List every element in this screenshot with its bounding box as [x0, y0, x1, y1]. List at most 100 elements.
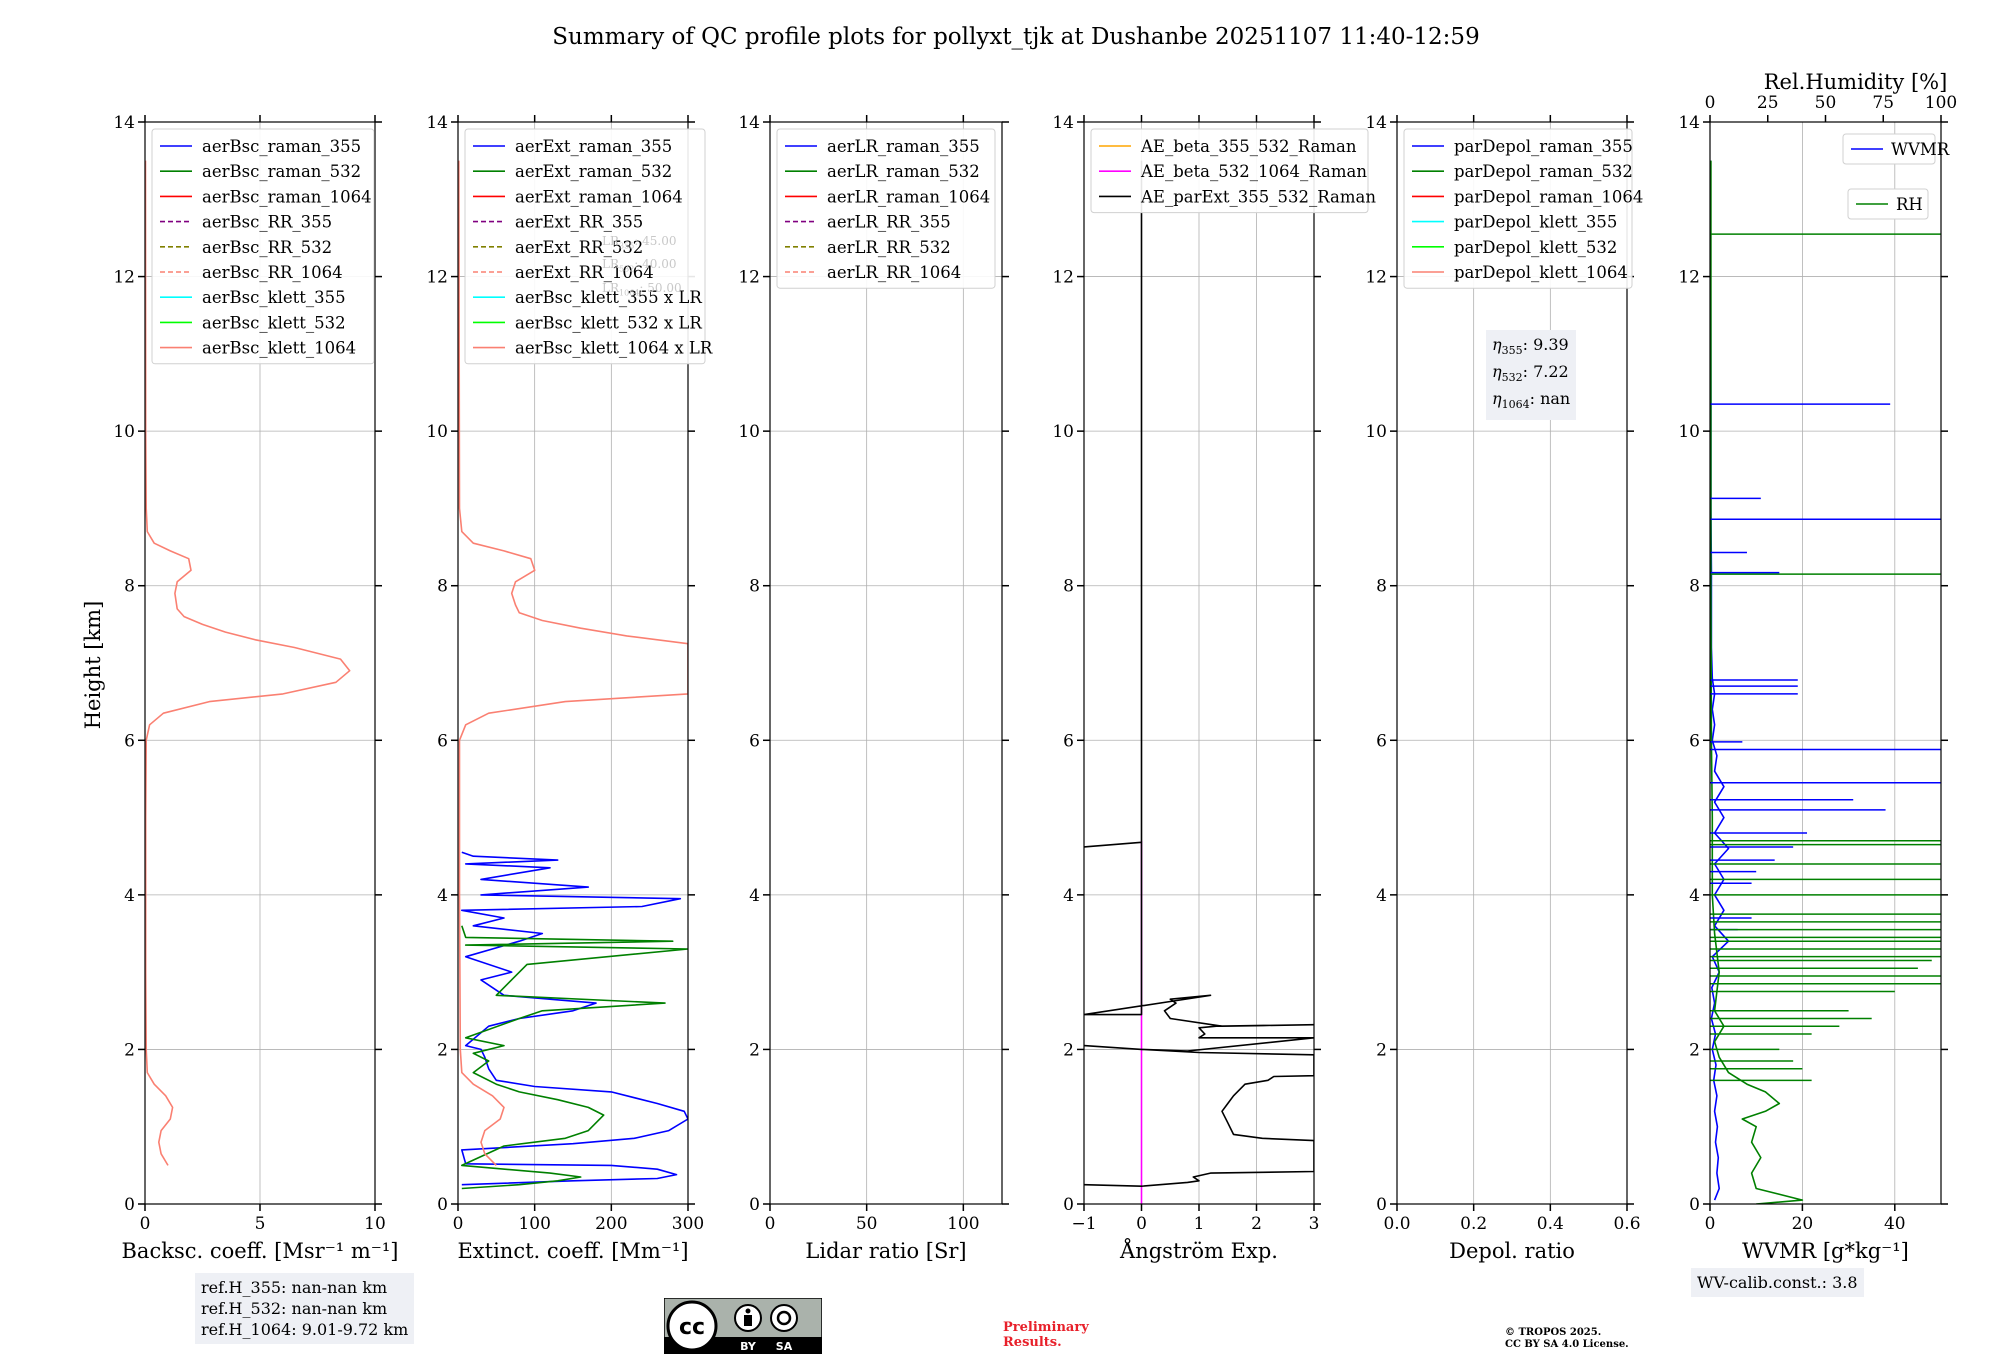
x-tick-label: 50 [856, 1214, 878, 1234]
legend-label: aerBsc_RR_355 [202, 213, 332, 232]
y-tick-label: 6 [437, 731, 448, 751]
y-tick-label: 12 [1052, 268, 1074, 288]
legend-label: aerExt_raman_1064 [515, 187, 683, 206]
y-tick-label: 14 [1678, 113, 1700, 133]
x-tick-label: 0.4 [1537, 1214, 1564, 1234]
y-tick-label: 2 [437, 1040, 448, 1060]
cc-icon [666, 1300, 718, 1352]
legend-item: aerBsc_RR_355 [160, 213, 332, 232]
y-tick-label: 6 [1063, 731, 1074, 751]
y-tick-label: 4 [124, 886, 135, 906]
y-tick-label: 12 [738, 268, 760, 288]
series-aerExt_raman_532 [460, 925, 688, 1190]
legend-label: AE_beta_532_1064_Raman [1140, 162, 1367, 181]
legend-label: aerExt_raman_355 [515, 137, 672, 156]
x-tick-label: 20 [1792, 1214, 1814, 1234]
x-tick-label: 200 [595, 1214, 627, 1234]
x-tick-label: 2 [1251, 1214, 1262, 1234]
y-tick-label: 10 [113, 422, 135, 442]
legend-item: aerLR_RR_1064 [785, 263, 961, 282]
legend-item: aerLR_raman_1064 [785, 187, 990, 206]
legend-label: WVMR [1891, 140, 1950, 159]
x-tick-label: 0 [140, 1214, 151, 1234]
preliminary-note: Preliminary Results. [1003, 1320, 1089, 1350]
legend-label: aerBsc_klett_355 [202, 288, 346, 307]
legend-label: aerExt_RR_532 [515, 238, 643, 257]
legend-label: aerBsc_RR_1064 [202, 263, 343, 282]
legend-label: aerBsc_RR_532 [202, 238, 332, 257]
legend-box [1090, 128, 1369, 214]
legend-box [464, 128, 706, 365]
legend-item: aerExt_raman_355 [473, 137, 672, 156]
refh-355: ref.H_355: nan-nan km [201, 1278, 388, 1297]
legend-item: aerBsc_RR_1064 [160, 263, 343, 282]
eta-box: η355: 9.39 η532: 7.22 η1064: nan [1486, 330, 1577, 420]
y-tick-label: 6 [1689, 731, 1700, 751]
plot-area [458, 160, 688, 1190]
sa-label: SA [776, 1340, 793, 1353]
x-tick-label: −1 [1071, 1214, 1096, 1234]
x2-tick-label: 50 [1815, 93, 1837, 113]
legend-item: aerLR_RR_532 [785, 238, 951, 257]
y-tick-label: 10 [426, 422, 448, 442]
reference-height-box: ref.H_355: nan-nan km ref.H_532: nan-nan… [195, 1273, 415, 1344]
legend-label: aerLR_raman_355 [827, 137, 980, 156]
y-tick-label: 12 [426, 268, 448, 288]
legend-label: aerBsc_klett_1064 x LR [515, 339, 713, 358]
figure-title: Summary of QC profile plots for pollyxt_… [552, 24, 1479, 50]
legend-item: aerLR_raman_355 [785, 137, 980, 156]
legend-item: aerExt_RR_532 [473, 238, 643, 257]
x-axis-label: Depol. ratio [1449, 1239, 1575, 1263]
legend-item: parDepol_raman_355 [1412, 137, 1633, 156]
y-tick-label: 8 [749, 577, 760, 597]
eta-1064: η1064: nan [1492, 389, 1571, 412]
legend-item: parDepol_klett_532 [1412, 238, 1617, 257]
y-tick-label: 0 [437, 1195, 448, 1215]
legend: aerLR_raman_355 aerLR_raman_532 aerLR_rama… [776, 128, 996, 289]
panel-depol: 0 2 4 6 8 10 12 14 0.0 0.2 0.4 0.6 Depol. ratio parDe… [1365, 113, 1643, 1263]
cc-license-badge: cc BY SA [663, 1297, 823, 1355]
x-axis-label: Backsc. coeff. [Msr⁻¹ m⁻¹] [122, 1239, 399, 1263]
x-tick-label: 40 [1884, 1214, 1906, 1234]
y-tick-label: 2 [1376, 1040, 1387, 1060]
y-tick-label: 2 [1689, 1040, 1700, 1060]
cc-icon-label: cc [679, 1315, 705, 1340]
legend-label: aerBsc_klett_532 [202, 313, 346, 332]
plot-area [1710, 160, 1941, 1204]
legend: aerExt_raman_355 aerExt_raman_532 aerExt_r… [464, 128, 713, 365]
x2-axis-label: Rel.Humidity [%] [1764, 70, 1948, 94]
y-tick-label: 0 [1689, 1195, 1700, 1215]
y-tick-label: 0 [124, 1195, 135, 1215]
legend-label: parDepol_klett_355 [1454, 213, 1617, 232]
legend-label: AE_beta_355_532_Raman [1140, 137, 1357, 156]
axes-frame [457, 121, 689, 1205]
x-tick-label: 3 [1309, 1214, 1320, 1234]
x-axis-label: Extinct. coeff. [Mm⁻¹] [457, 1239, 688, 1263]
legend-label: aerBsc_raman_355 [202, 137, 361, 156]
y-tick-label: 0 [749, 1195, 760, 1215]
legend-label: aerLR_raman_1064 [827, 187, 990, 206]
x2-tick-label: 75 [1872, 93, 1894, 113]
y-tick-label: 0 [1063, 1195, 1074, 1215]
x-tick-label: 0.2 [1460, 1214, 1487, 1234]
by-label: BY [740, 1340, 757, 1353]
y-tick-label: 4 [1063, 886, 1074, 906]
y-tick-label: 2 [124, 1040, 135, 1060]
legend-label: aerExt_RR_355 [515, 213, 643, 232]
y-tick-label: 14 [113, 113, 135, 133]
eta-355: η355: 9.39 [1492, 335, 1569, 358]
axes-frame [769, 121, 1003, 1205]
legend-label: aerLR_RR_532 [827, 238, 951, 257]
legend-label: aerBsc_klett_1064 [202, 339, 356, 358]
y-tick-label: 8 [124, 577, 135, 597]
x-axis-label: Ångström Exp. [1119, 1238, 1278, 1263]
panel-bsc: 0 2 4 6 8 10 12 14 0 5 10 Backsc. coeff. [Msr⁻¹ m⁻¹… [113, 113, 398, 1263]
refh-1064: ref.H_1064: 9.01-9.72 km [201, 1320, 409, 1339]
legend-item: aerBsc_RR_532 [160, 238, 332, 257]
legend-label: parDepol_klett_532 [1454, 238, 1617, 257]
y-tick-label: 2 [1063, 1040, 1074, 1060]
legend-label: parDepol_raman_1064 [1454, 187, 1643, 206]
series-AE_parExt_355_532_Raman [1084, 160, 1314, 1187]
x-tick-label: 0 [453, 1214, 464, 1234]
